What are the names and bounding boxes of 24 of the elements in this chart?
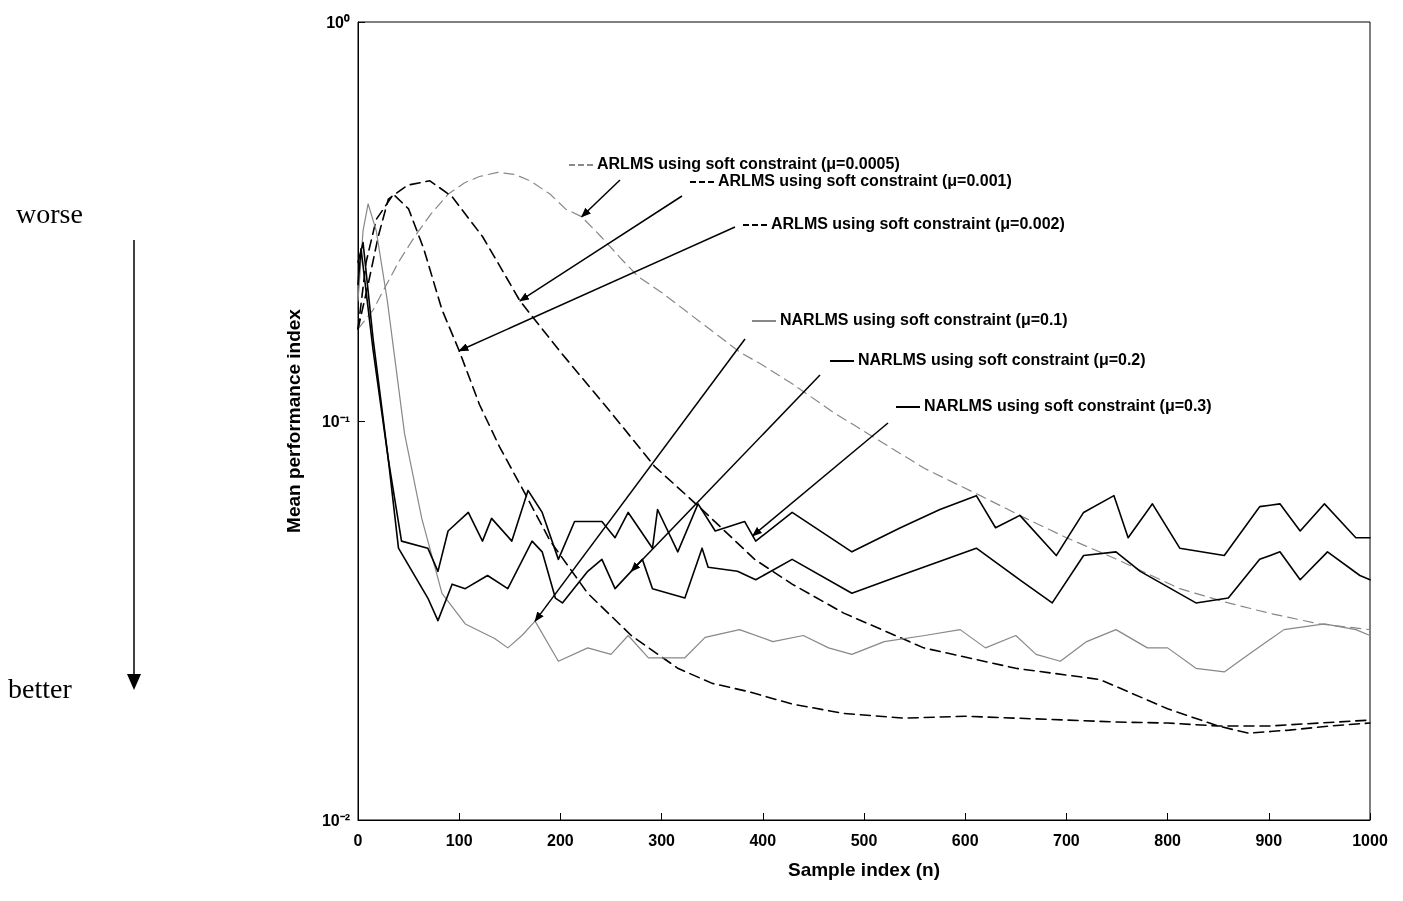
x-tick-label: 0 (353, 831, 363, 849)
x-tick-label: 300 (648, 831, 676, 849)
legend-label: ARLMS using soft constraint (μ=0.0005) (597, 155, 900, 173)
x-tick-label: 700 (1053, 831, 1080, 849)
y-tick-label: 10⁻² (321, 811, 350, 829)
x-tick-label: 1000 (1352, 831, 1388, 849)
x-tick-label: 200 (547, 831, 574, 849)
x-tick-label: 400 (749, 831, 777, 849)
x-tick-label: 600 (951, 831, 979, 849)
x-tick-label: 800 (1154, 831, 1182, 849)
y-axis-title: Mean performance index (283, 308, 304, 533)
x-tick-label: 500 (850, 831, 878, 849)
legend-label: NARLMS using soft constraint (μ=0.2) (858, 351, 1146, 369)
legend-label: NARLMS using soft constraint (μ=0.1) (780, 311, 1068, 329)
legend-label: ARLMS using soft constraint (μ=0.002) (771, 215, 1065, 233)
x-tick-label: 900 (1255, 831, 1283, 849)
y-tick-label: 10⁰ (326, 13, 350, 31)
legend-label: ARLMS using soft constraint (μ=0.001) (718, 172, 1012, 190)
legend-label: NARLMS using soft constraint (μ=0.3) (924, 397, 1212, 415)
text: better (8, 673, 72, 705)
x-axis-title: Sample index (n) (787, 859, 941, 880)
x-tick-label: 100 (445, 831, 473, 849)
text: worse (16, 198, 83, 230)
y-tick-label: 10⁻¹ (321, 412, 350, 430)
